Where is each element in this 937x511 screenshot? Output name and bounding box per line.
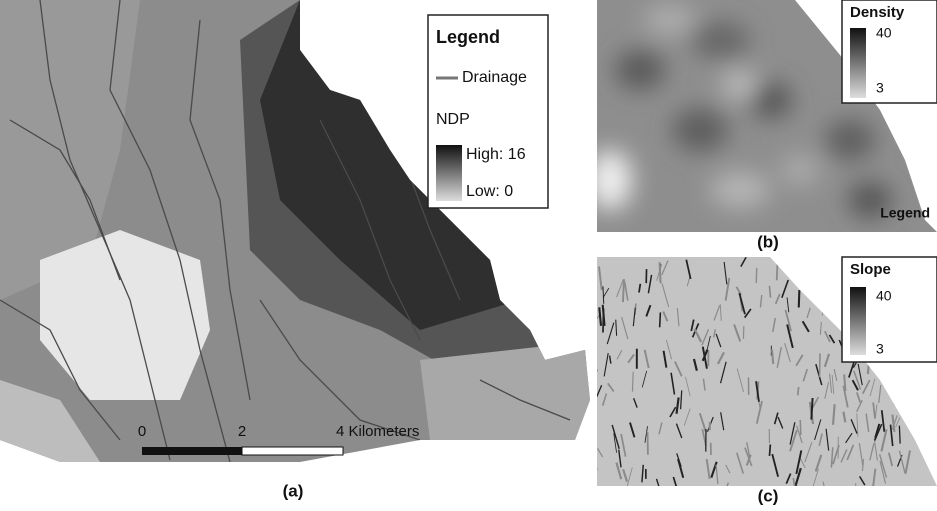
legend-min: 3: [876, 80, 884, 96]
scale-label: 0: [138, 423, 146, 440]
corner-label: Legend: [880, 205, 930, 221]
slope-texture: [822, 292, 827, 315]
legend-title: Legend: [436, 27, 500, 47]
slope-texture: [820, 353, 821, 377]
slope-texture: [903, 382, 904, 402]
slope-texture: [899, 426, 900, 444]
slope-texture: [798, 387, 799, 395]
slope-texture: [799, 290, 800, 307]
scale-label: 4 Kilometers: [336, 423, 419, 440]
slope-texture: [623, 279, 624, 302]
legend-high: High: 16: [466, 146, 526, 163]
figure: Legend Drainage NDP High: 16 Low: 0 0 2 …: [0, 0, 937, 511]
slope-texture: [811, 398, 812, 420]
legend-max: 40: [876, 288, 892, 304]
slope-texture: [809, 272, 810, 282]
caption: (c): [758, 486, 779, 505]
legend-max: 40: [876, 25, 892, 41]
legend-title: Density: [850, 4, 905, 21]
legend-ndp: NDP: [436, 111, 470, 128]
caption: (a): [283, 481, 304, 500]
slope-texture: [772, 350, 773, 365]
slope-ramp: [850, 287, 866, 355]
slope-texture: [594, 370, 598, 389]
legend-title: Slope: [850, 261, 891, 278]
slope-texture: [594, 468, 597, 479]
slope-texture: [769, 286, 770, 298]
scale-bar-light: [242, 447, 343, 455]
slope-texture: [895, 387, 898, 405]
ndp-ramp: [436, 145, 462, 201]
slope-texture: [769, 445, 770, 456]
slope-texture: [804, 280, 809, 291]
slope-texture: [844, 374, 845, 391]
legend-low: Low: 0: [466, 183, 513, 200]
slope-texture: [660, 312, 661, 327]
density-ramp: [850, 28, 866, 98]
slope-texture: [800, 420, 801, 435]
slope-texture: [660, 262, 661, 283]
scale-bar-dark: [142, 447, 242, 455]
slope-texture: [910, 381, 915, 397]
legend-min: 3: [876, 341, 884, 357]
slope-texture: [777, 258, 778, 281]
scale-label: 2: [238, 423, 246, 440]
slope-texture: [632, 372, 633, 392]
legend-drainage: Drainage: [462, 69, 527, 86]
caption: (b): [757, 232, 779, 251]
